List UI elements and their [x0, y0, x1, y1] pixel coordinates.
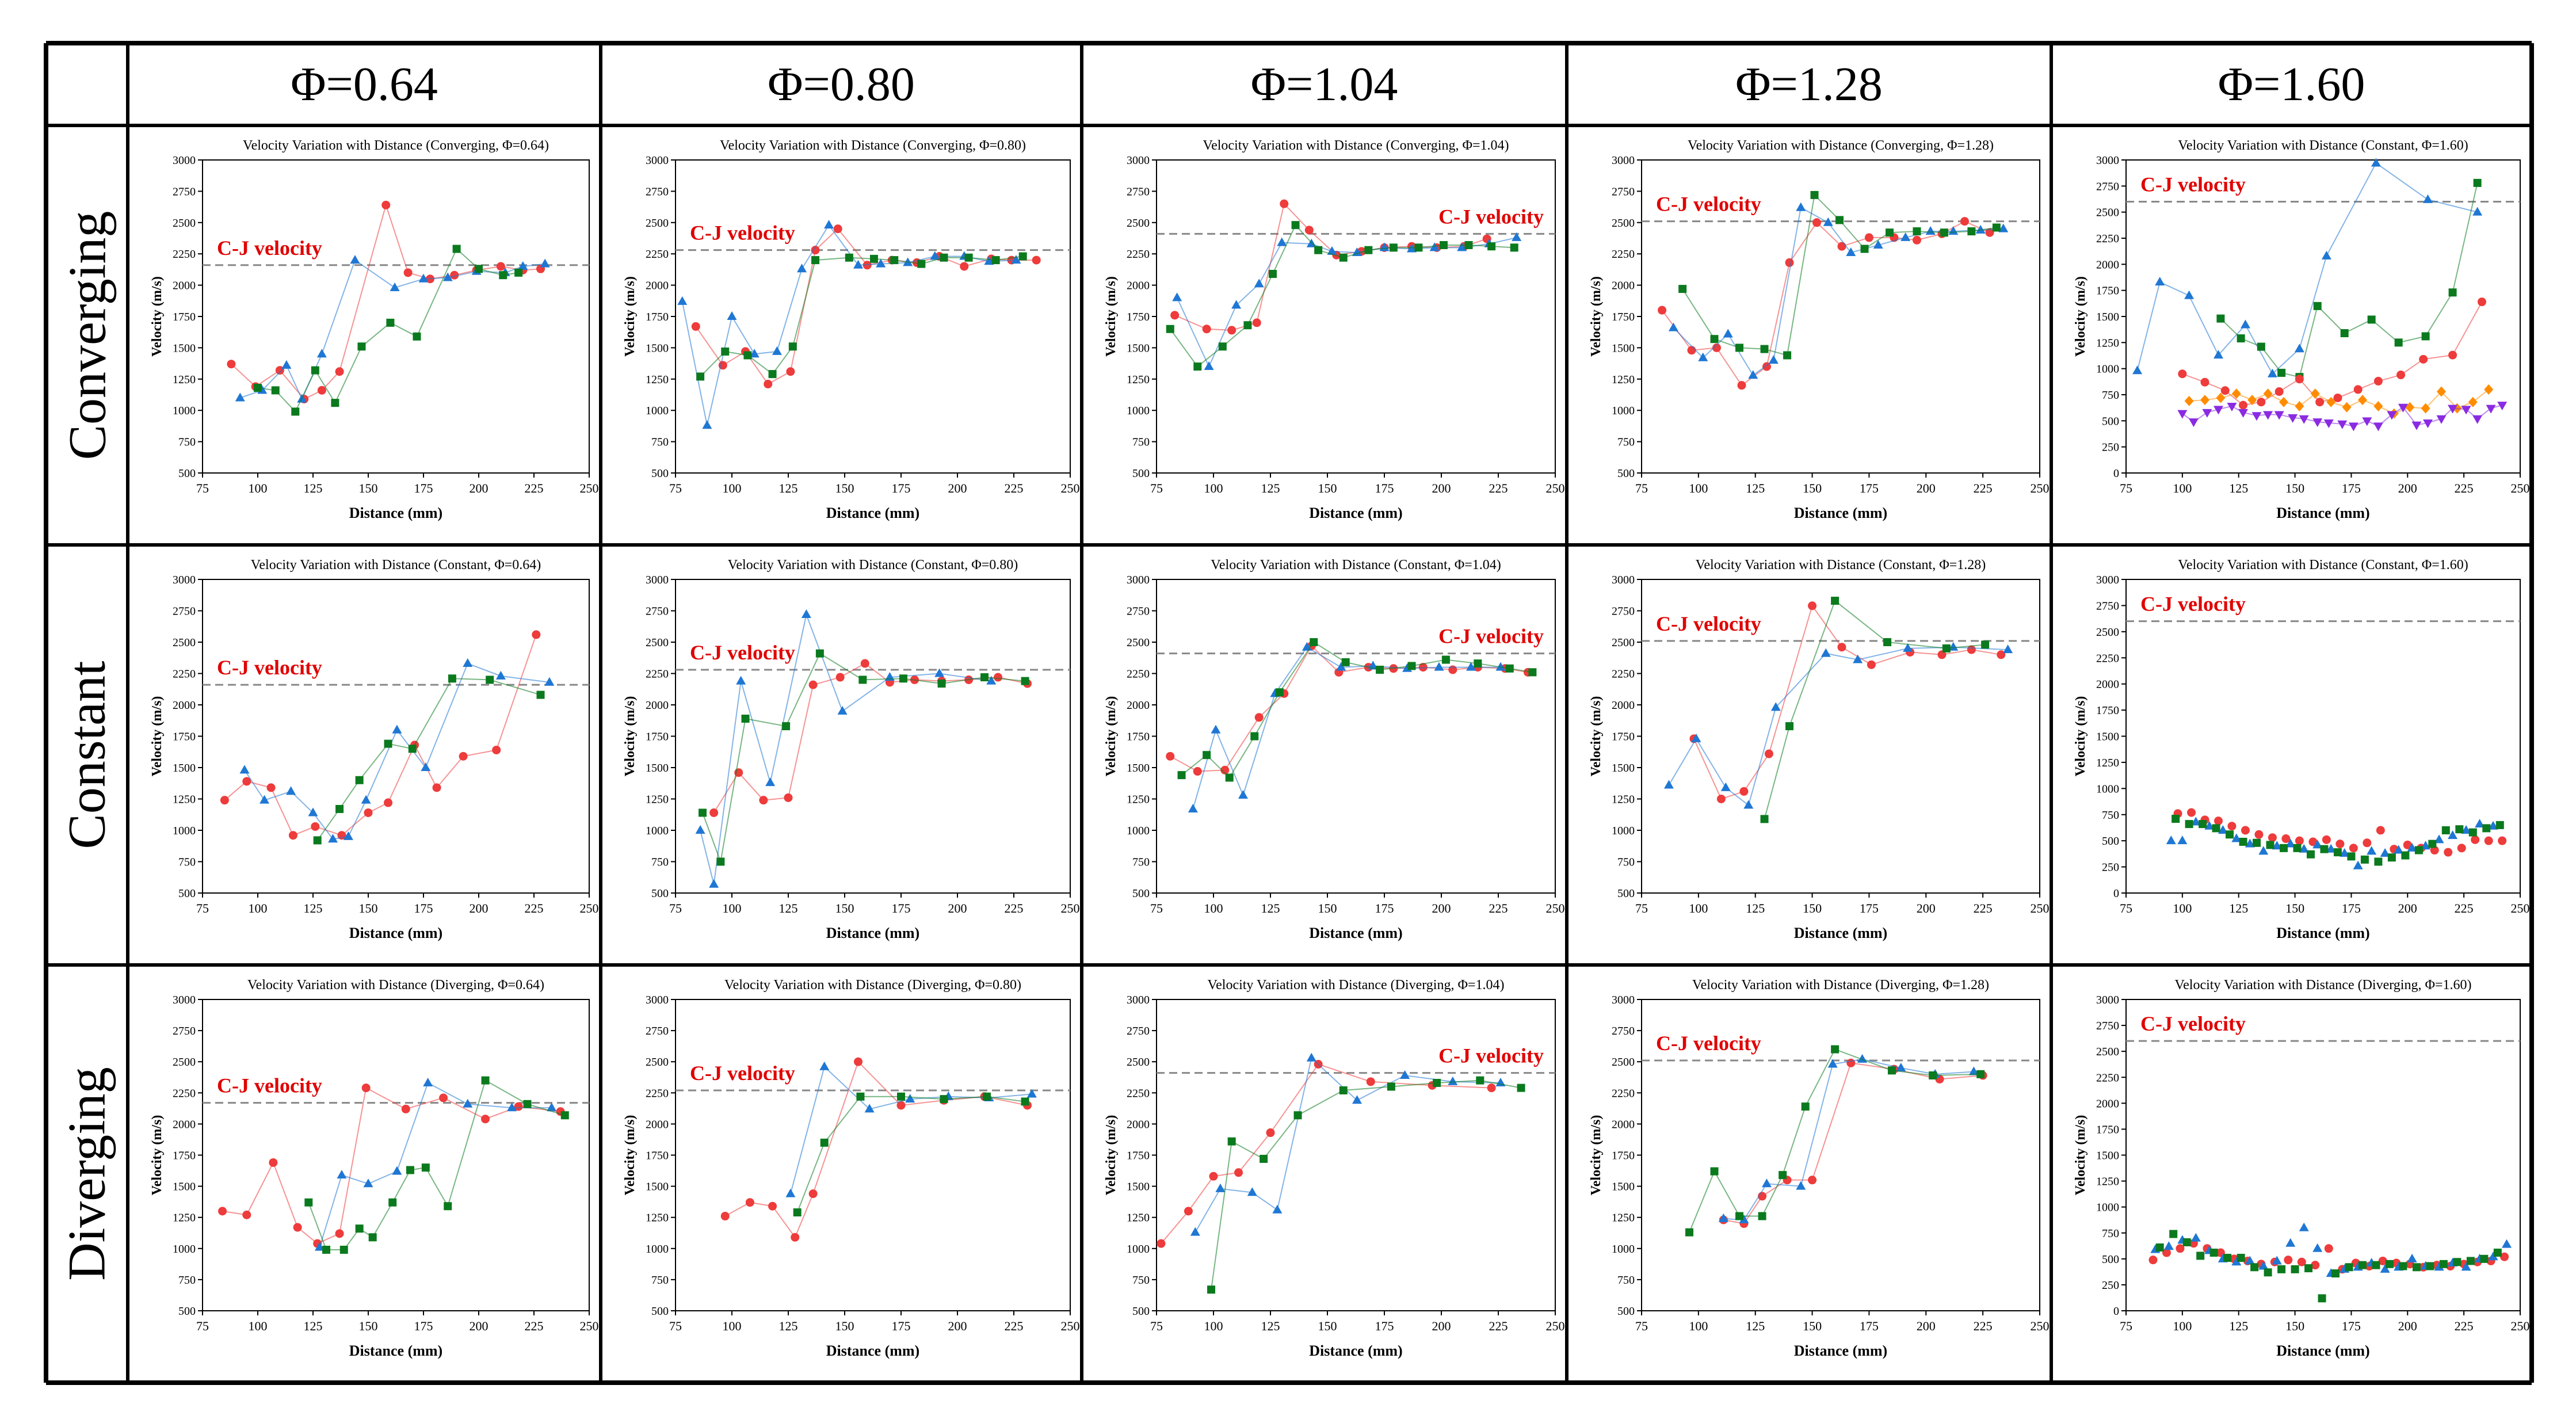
table-grid [44, 41, 2534, 1385]
